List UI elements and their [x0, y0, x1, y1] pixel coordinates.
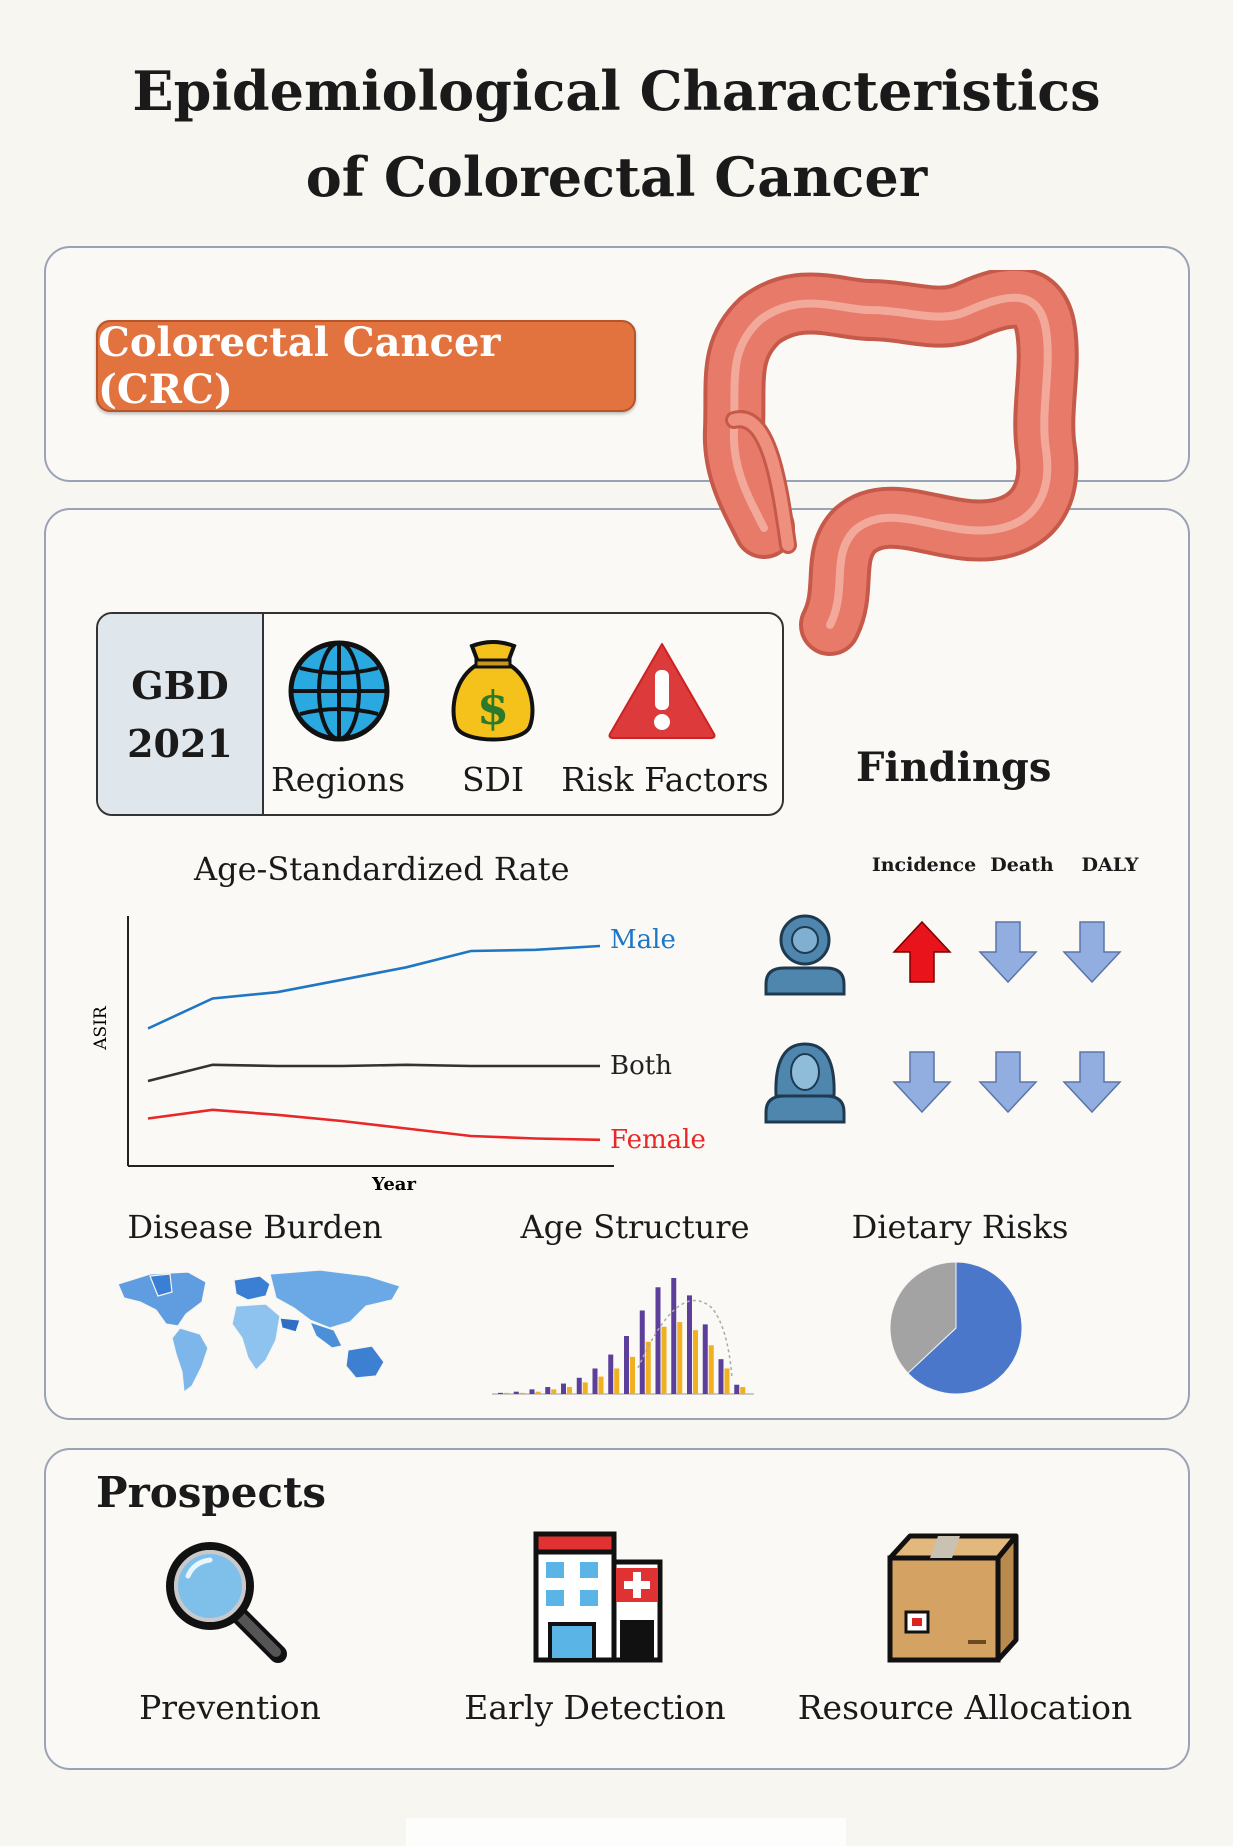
- warning-icon: [608, 643, 716, 739]
- dietary-risks-pie: [889, 1261, 1023, 1395]
- age-bar-purple: [718, 1359, 724, 1394]
- age-bar-purple: [513, 1391, 519, 1394]
- prospect-prevention: Prevention: [139, 1688, 321, 1727]
- bottom-strip: [406, 1818, 846, 1846]
- age-bar-purple: [545, 1387, 551, 1394]
- age-bar-purple: [734, 1384, 740, 1394]
- line-chart: ASIR Year Male Both Female: [91, 916, 706, 1195]
- trend-arrow-male-death-down: [978, 921, 1038, 984]
- money-bag-icon: $: [451, 640, 535, 742]
- trend-arrows: [892, 920, 1122, 1114]
- gbd-item-regions: Regions: [270, 760, 406, 799]
- age-bar-purple: [608, 1354, 614, 1394]
- age-bar-orange: [630, 1356, 635, 1394]
- x-axis-label: Year: [371, 1174, 416, 1195]
- age-bar-orange: [504, 1392, 509, 1394]
- age-bar-purple: [655, 1287, 661, 1394]
- age-bar-purple: [671, 1278, 677, 1394]
- age-bar-purple: [561, 1383, 566, 1394]
- chart-title: Age-Standardized Rate: [194, 850, 570, 888]
- series-label-female: Female: [610, 1125, 706, 1155]
- package-icon: [887, 1533, 1019, 1663]
- age-bar-purple: [624, 1336, 629, 1394]
- series-line-both: [147, 1063, 600, 1083]
- age-bar-orange: [693, 1330, 698, 1394]
- trend-arrow-female-incidence-down: [892, 1051, 952, 1114]
- age-bar-orange: [567, 1387, 572, 1394]
- prospects-title: Prospects: [96, 1468, 327, 1517]
- age-structure-chart: [492, 1278, 754, 1395]
- age-bar-purple: [576, 1377, 582, 1394]
- globe-icon: [288, 640, 390, 742]
- age-bar-orange: [661, 1326, 667, 1394]
- magnifier-icon: [166, 1542, 287, 1663]
- pie-slice-0: [907, 1261, 1023, 1395]
- age-bar-orange: [645, 1341, 651, 1394]
- age-bar-orange: [708, 1345, 714, 1394]
- dietary-risks-label: Dietary Risks: [851, 1208, 1069, 1246]
- crc-label: Colorectal Cancer (CRC): [96, 319, 636, 413]
- pie-slice-1: [889, 1261, 957, 1374]
- findings-col-daly: DALY: [1081, 854, 1139, 876]
- trend-arrow-female-death-down: [978, 1051, 1038, 1114]
- age-bar-purple: [702, 1324, 708, 1394]
- disease-burden-label: Disease Burden: [127, 1208, 383, 1246]
- y-axis-label: ASIR: [91, 1005, 111, 1051]
- age-bar-orange: [740, 1387, 746, 1394]
- page-title: Epidemiological Characteristics of Color…: [0, 48, 1233, 220]
- prospect-resource-allocation: Resource Allocation: [797, 1688, 1133, 1727]
- age-bar-orange: [582, 1382, 588, 1394]
- age-bar-orange: [614, 1368, 620, 1394]
- findings-col-death: Death: [990, 854, 1054, 876]
- age-bar-purple: [687, 1295, 692, 1394]
- male-person-icon: [764, 914, 846, 996]
- gbd-box: GBD 2021 Regions $ SDI Risk Factors: [96, 612, 784, 816]
- gbd-label: GBD 2021: [98, 614, 264, 814]
- findings-title: Findings: [856, 744, 1052, 791]
- female-person-icon: [764, 1042, 846, 1124]
- findings-col-incidence: Incidence: [871, 854, 977, 876]
- gbd-label-line-1: GBD: [131, 663, 229, 708]
- age-bar-orange: [724, 1368, 730, 1394]
- series-line-male: [147, 944, 601, 1030]
- svg-text:$: $: [477, 681, 509, 735]
- world-map: [117, 1269, 401, 1394]
- age-bar-orange: [598, 1376, 604, 1394]
- age-bar-purple: [529, 1389, 535, 1394]
- age-bar-purple: [592, 1368, 598, 1394]
- age-bar-orange: [677, 1322, 683, 1394]
- trend-arrow-female-daly-down: [1062, 1051, 1122, 1114]
- gbd-item-sdi: SDI: [461, 760, 525, 799]
- age-bar-orange: [551, 1389, 557, 1394]
- gbd-label-line-2: 2021: [127, 721, 233, 766]
- colon-illustration: [702, 270, 1079, 656]
- series-label-both: Both: [610, 1051, 672, 1081]
- age-bar-purple: [498, 1392, 503, 1394]
- age-bar-orange: [535, 1391, 541, 1394]
- age-structure-label: Age Structure: [520, 1208, 750, 1246]
- age-bar-orange: [519, 1392, 525, 1394]
- hospital-icon: [533, 1531, 663, 1663]
- gbd-item-risk-factors: Risk Factors: [561, 760, 769, 799]
- trend-arrow-male-daly-down: [1062, 921, 1122, 984]
- title-line-2: of Colorectal Cancer: [305, 145, 928, 209]
- trend-arrow-male-incidence-up: [892, 920, 952, 983]
- prospect-early-detection: Early Detection: [464, 1688, 726, 1727]
- series-line-female: [147, 1108, 601, 1142]
- series-label-male: Male: [610, 925, 676, 955]
- age-bar-purple: [639, 1310, 645, 1394]
- title-line-1: Epidemiological Characteristics: [132, 59, 1101, 123]
